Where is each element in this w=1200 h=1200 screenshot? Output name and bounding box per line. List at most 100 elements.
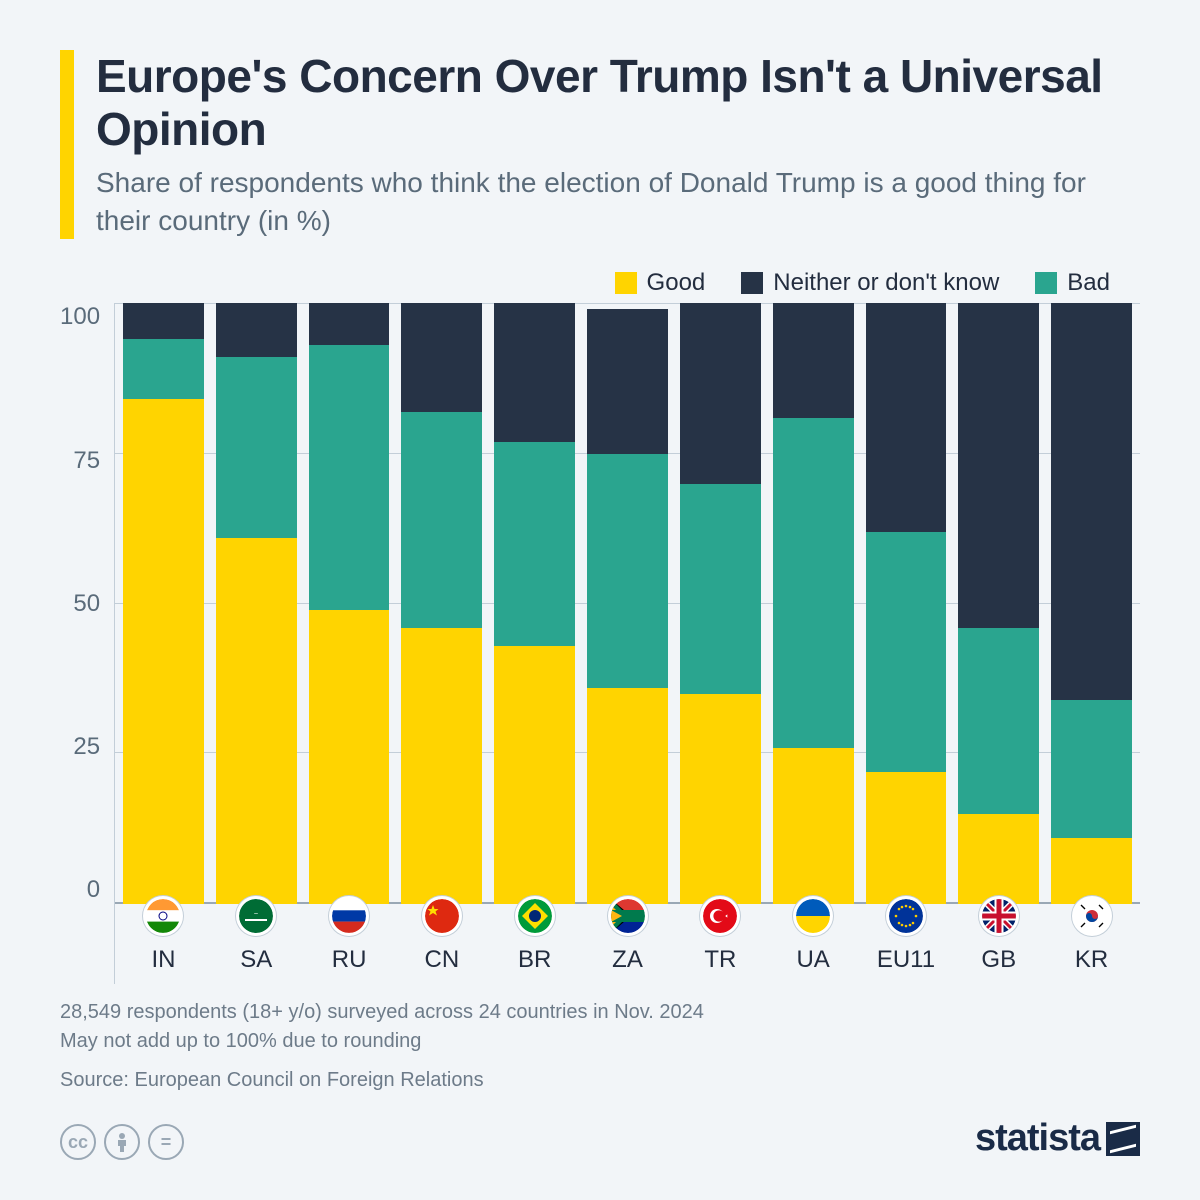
legend-swatch-bad (1035, 272, 1057, 294)
chart-area: 100 75 50 25 0 IN ــ SA RU CN BR ZA TR UA EU11 GB KR (60, 303, 1140, 984)
legend-label: Good (647, 269, 706, 297)
chart-subtitle: Share of respondents who think the elect… (96, 164, 1140, 240)
flag-icon (886, 896, 926, 936)
bar-stack (216, 303, 297, 904)
x-axis-label: BR (518, 946, 551, 974)
segment-neither (309, 303, 390, 345)
flag-icon (422, 896, 462, 936)
segment-neither (773, 303, 854, 417)
segment-good (123, 399, 204, 904)
bar-column: TR (680, 303, 761, 984)
x-axis-label: IN (151, 946, 175, 974)
segment-good (958, 814, 1039, 904)
header-block: Europe's Concern Over Trump Isn't a Univ… (60, 50, 1140, 239)
y-tick-label: 75 (73, 447, 100, 475)
flag-icon (515, 896, 555, 936)
segment-bad (123, 339, 204, 399)
by-icon (104, 1124, 140, 1160)
bar-column: EU11 (866, 303, 947, 984)
bar-stack (587, 303, 668, 904)
segment-bad (958, 628, 1039, 814)
bar-stack (401, 303, 482, 904)
flag-icon: ــ (236, 896, 276, 936)
x-axis-label: CN (425, 946, 460, 974)
x-axis-label: TR (704, 946, 736, 974)
bar-stack (494, 303, 575, 904)
bar-column: BR (494, 303, 575, 984)
y-tick-label: 25 (73, 733, 100, 761)
segment-good (494, 646, 575, 904)
y-tick-label: 50 (73, 590, 100, 618)
license-icons: cc = (60, 1124, 184, 1160)
legend-item-bad: Bad (1035, 269, 1110, 297)
segment-neither (866, 303, 947, 531)
segment-good (587, 688, 668, 904)
bar-column: ZA (587, 303, 668, 984)
segment-good (866, 772, 947, 904)
x-axis-label: KR (1075, 946, 1108, 974)
legend-label: Bad (1067, 269, 1110, 297)
flag-icon (608, 896, 648, 936)
legend-swatch-good (615, 272, 637, 294)
segment-neither (680, 303, 761, 483)
bar-stack (680, 303, 761, 904)
bar-column: UA (773, 303, 854, 984)
segment-bad (309, 345, 390, 609)
footer: cc = statista (60, 1117, 1140, 1160)
bar-column: IN (123, 303, 204, 984)
bar-column: CN (401, 303, 482, 984)
segment-good (401, 628, 482, 904)
x-axis-label: GB (981, 946, 1016, 974)
legend: Good Neither or don't know Bad (60, 269, 1110, 297)
flag-icon (700, 896, 740, 936)
segment-good (680, 694, 761, 904)
bar-stack (1051, 303, 1132, 904)
legend-item-neither: Neither or don't know (741, 269, 999, 297)
footnotes: 28,549 respondents (18+ y/o) surveyed ac… (60, 998, 1140, 1095)
x-axis-label: UA (796, 946, 829, 974)
y-axis: 100 75 50 25 0 (60, 303, 114, 984)
plot-area: IN ــ SA RU CN BR ZA TR UA EU11 GB KR (114, 303, 1140, 984)
segment-bad (1051, 700, 1132, 838)
segment-bad (401, 412, 482, 628)
legend-item-good: Good (615, 269, 706, 297)
y-tick-label: 0 (87, 876, 100, 904)
segment-good (1051, 838, 1132, 904)
nd-icon: = (148, 1124, 184, 1160)
chart-title: Europe's Concern Over Trump Isn't a Univ… (96, 50, 1140, 156)
x-axis-label: SA (240, 946, 272, 974)
segment-bad (866, 532, 947, 772)
brand-text: statista (975, 1117, 1100, 1160)
segment-neither (587, 309, 668, 453)
segment-neither (216, 303, 297, 357)
bar-column: GB (958, 303, 1039, 984)
footnote-line: May not add up to 100% due to rounding (60, 1027, 1140, 1056)
segment-neither (1051, 303, 1132, 699)
source-line: Source: European Council on Foreign Rela… (60, 1066, 1140, 1095)
legend-swatch-neither (741, 272, 763, 294)
segment-neither (958, 303, 1039, 627)
statista-mark-icon (1106, 1122, 1140, 1156)
cc-icon: cc (60, 1124, 96, 1160)
flag-icon (143, 896, 183, 936)
statista-logo: statista (975, 1117, 1140, 1160)
flag-icon (329, 896, 369, 936)
bar-column: KR (1051, 303, 1132, 984)
segment-bad (587, 454, 668, 688)
bar-stack (958, 303, 1039, 904)
segment-neither (123, 303, 204, 339)
segment-good (309, 610, 390, 904)
bar-column: ــ SA (216, 303, 297, 984)
bar-stack (123, 303, 204, 904)
y-tick-label: 100 (60, 303, 100, 331)
segment-bad (216, 357, 297, 537)
svg-text:ــ: ــ (254, 910, 259, 916)
flag-icon (1072, 896, 1112, 936)
segment-bad (680, 484, 761, 694)
bar-stack (309, 303, 390, 904)
segment-neither (401, 303, 482, 411)
segment-bad (494, 442, 575, 646)
legend-label: Neither or don't know (773, 269, 999, 297)
bar-column: RU (309, 303, 390, 984)
bar-stack (773, 303, 854, 904)
